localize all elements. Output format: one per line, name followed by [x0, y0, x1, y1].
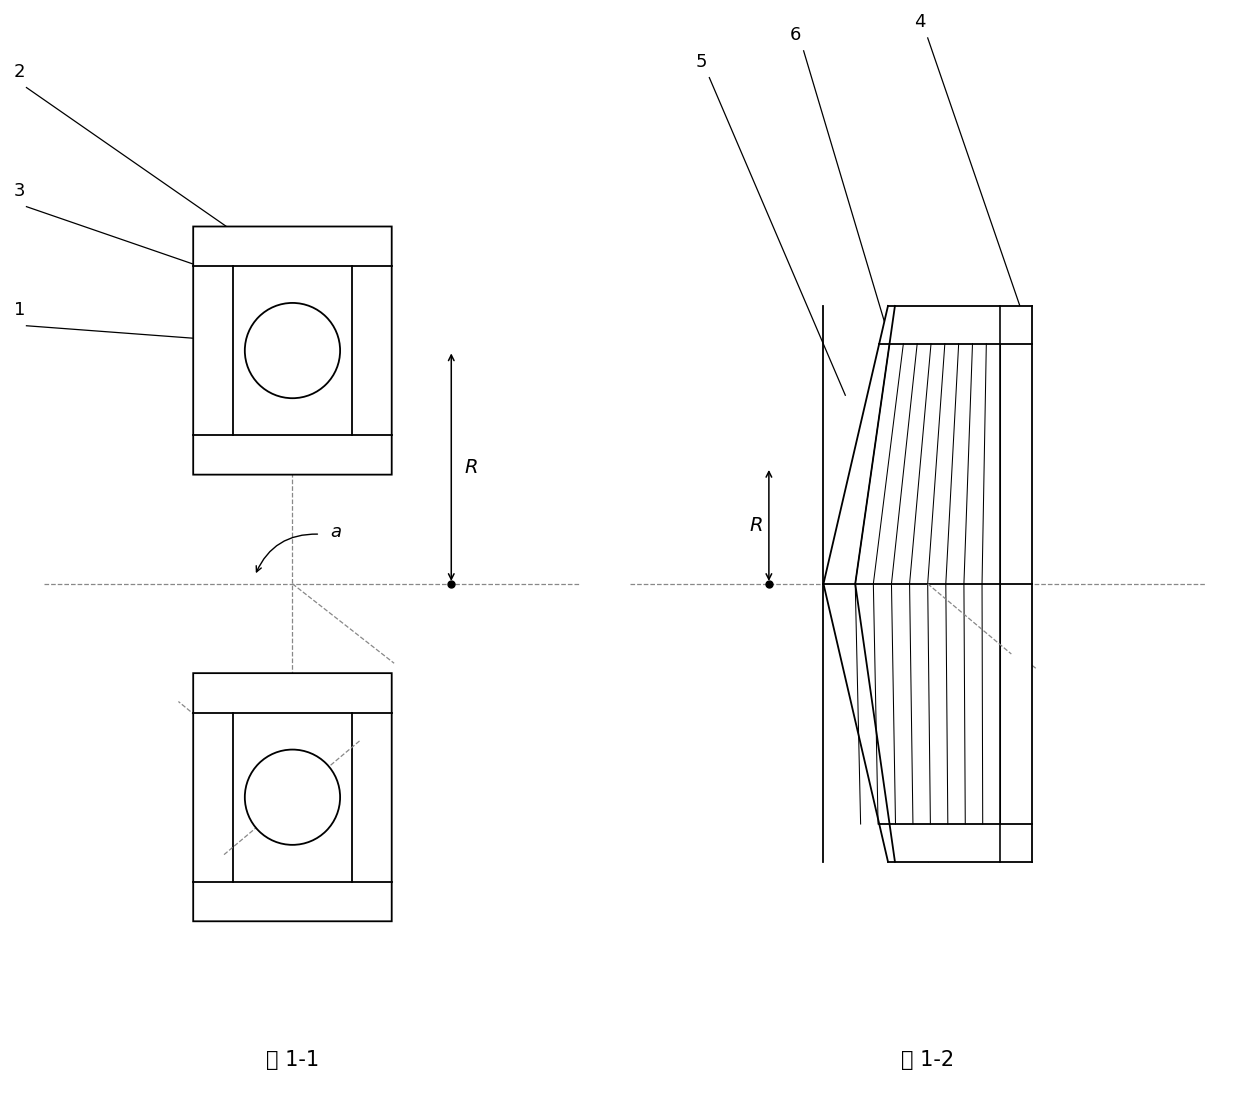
Polygon shape: [352, 266, 392, 435]
Polygon shape: [193, 674, 392, 713]
Polygon shape: [879, 824, 1032, 862]
Polygon shape: [879, 305, 1032, 344]
Polygon shape: [193, 226, 392, 266]
Ellipse shape: [244, 303, 340, 398]
Polygon shape: [193, 266, 233, 435]
Polygon shape: [879, 824, 1032, 862]
Text: 3: 3: [14, 181, 25, 199]
Polygon shape: [823, 305, 895, 584]
Text: 图 1-1: 图 1-1: [265, 1050, 319, 1070]
Text: 6: 6: [790, 26, 801, 44]
Text: 2: 2: [14, 63, 25, 81]
Ellipse shape: [244, 750, 340, 845]
Text: a: a: [976, 517, 986, 535]
Polygon shape: [233, 266, 352, 435]
Polygon shape: [823, 584, 1032, 862]
Polygon shape: [193, 713, 233, 882]
Text: a: a: [330, 524, 341, 542]
Polygon shape: [193, 266, 233, 435]
Polygon shape: [193, 882, 392, 921]
Polygon shape: [352, 266, 392, 435]
Polygon shape: [193, 226, 392, 266]
Polygon shape: [856, 305, 1001, 584]
Text: R: R: [464, 458, 477, 477]
Polygon shape: [193, 435, 392, 474]
Polygon shape: [193, 435, 392, 474]
Text: 1: 1: [14, 301, 25, 319]
Text: 图 1-2: 图 1-2: [901, 1050, 955, 1070]
Polygon shape: [879, 305, 1032, 344]
Polygon shape: [823, 584, 895, 862]
Text: R: R: [749, 516, 763, 535]
Polygon shape: [193, 882, 392, 921]
Polygon shape: [823, 584, 895, 862]
Polygon shape: [233, 713, 352, 882]
Polygon shape: [352, 713, 392, 882]
Bar: [193, 674, 392, 921]
Bar: [193, 226, 392, 474]
Text: 4: 4: [914, 13, 925, 31]
Polygon shape: [193, 674, 392, 713]
Text: 5: 5: [696, 53, 707, 70]
Polygon shape: [193, 713, 233, 882]
Polygon shape: [352, 713, 392, 882]
Polygon shape: [856, 584, 1001, 862]
Polygon shape: [823, 305, 895, 584]
Polygon shape: [823, 305, 1032, 584]
